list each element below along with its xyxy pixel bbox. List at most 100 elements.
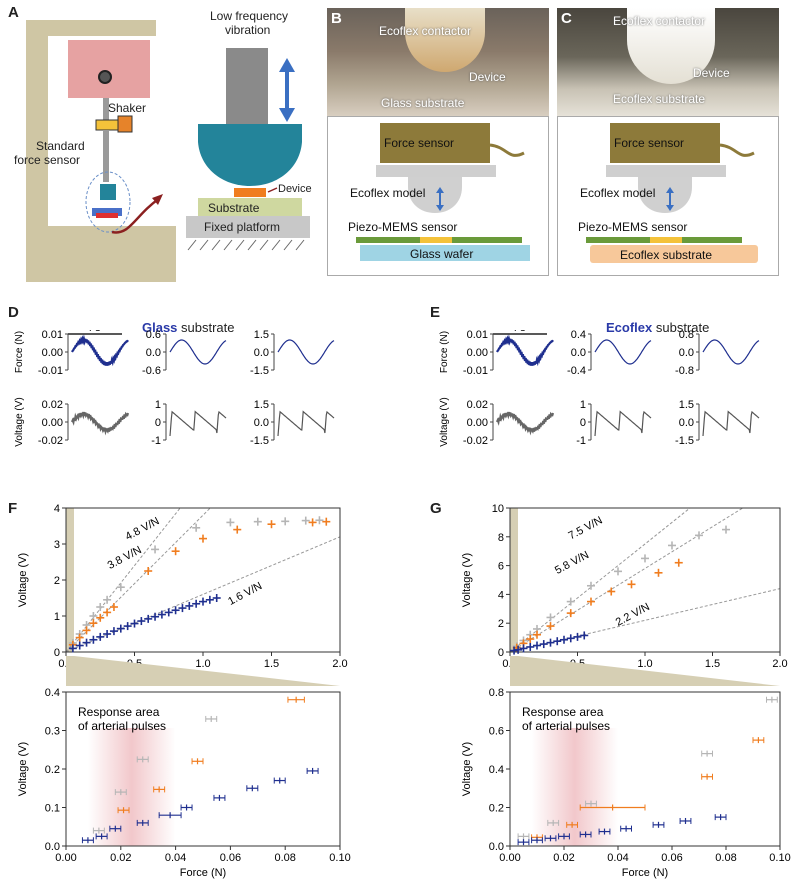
voltage-tick-label: 1.5: [254, 399, 269, 411]
panel-b-svg: Force sensor Ecoflex model Piezo-MEMS se…: [348, 123, 530, 261]
y-tick-label: 2: [54, 575, 60, 587]
sensor-cable: [489, 143, 525, 157]
force-tick-label: -0.01: [463, 365, 488, 377]
voltage-tick-label: -1: [151, 435, 161, 447]
model-arrow-down: [666, 205, 674, 211]
force-sensor-box: [380, 123, 490, 163]
force-sensor-label: Force sensor: [384, 136, 454, 150]
response-area-label: of arterial pulses: [522, 719, 610, 733]
force-waveform: [169, 339, 227, 365]
voltage-waveform: [70, 411, 130, 436]
x-tick-label: 1.0: [637, 658, 652, 670]
zoom-region-strip: [66, 508, 74, 652]
sensor-cable: [719, 143, 755, 157]
platform-label: Fixed platform: [204, 220, 280, 234]
voltage-tick-label: -1: [576, 435, 586, 447]
y-axis-label: Voltage (V): [461, 742, 473, 796]
x-tick-label: 1.0: [195, 658, 210, 670]
zoom-funnel: [66, 656, 340, 686]
x-tick-label: 0.00: [499, 852, 520, 864]
force-axis-label: Force (N): [14, 331, 25, 373]
ecoflex-model: [638, 177, 692, 213]
x-tick-label: 0.08: [715, 852, 736, 864]
shaker-knob: [98, 70, 112, 84]
force-sensor-box: [610, 123, 720, 163]
force-tick-label: 0.01: [467, 330, 488, 341]
force-tick-label: 0.0: [571, 347, 586, 359]
panel-label-a: A: [8, 4, 19, 21]
device-small: [96, 213, 118, 218]
voltage-tick-label: 1: [155, 399, 161, 411]
panel-e-title-rest: substrate: [652, 320, 710, 335]
slope-label: 3.8 V/N: [106, 544, 144, 572]
frame-bottom: [26, 226, 176, 282]
shaker-label: Shaker: [108, 101, 146, 115]
force-tick-label: -1.5: [250, 365, 269, 377]
voltage-waveform: [702, 410, 760, 437]
vibration-label-2: vibration: [225, 23, 270, 37]
slope-line: [65, 507, 181, 653]
slope-line: [65, 507, 211, 653]
force-tick-label: 0.00: [467, 347, 488, 359]
zoom-arrowhead: [152, 194, 163, 205]
vibration-arrow-down: [279, 108, 295, 122]
panel-label-f: F: [8, 500, 18, 517]
panel-b-photo: Ecoflex contactor Device Glass substrate: [327, 8, 549, 116]
substrate-small: [92, 208, 122, 216]
photo-device-label: Device: [469, 70, 506, 84]
piezo-center: [420, 237, 452, 243]
y-tick-label: 1: [54, 611, 60, 623]
panel-label-d: D: [8, 304, 19, 321]
contactor-head: [100, 184, 116, 200]
y-tick-label: 0.4: [489, 764, 504, 776]
chart-panels: 4.8 V/N3.8 V/N1.6 V/N0.00.51.01.52.00123…: [17, 503, 791, 879]
y-tick-label: 0.2: [45, 764, 60, 776]
x-tick-label: 0.10: [329, 852, 350, 864]
x-tick-label: 0.04: [165, 852, 186, 864]
voltage-tick-label: -0.02: [38, 435, 63, 447]
arterial-response-band: [531, 728, 618, 846]
photo-device-label: Device: [693, 66, 730, 80]
substrate-label: Substrate: [208, 201, 260, 215]
x-tick-label: 0.10: [769, 852, 790, 864]
rod-top: [103, 98, 109, 120]
y-tick-label: 4: [498, 589, 504, 601]
force-tick-label: -0.8: [675, 365, 694, 377]
force-waveform: [702, 339, 760, 365]
photo-contactor-label: Ecoflex contactor: [379, 24, 472, 38]
x-tick-label: 0.02: [553, 852, 574, 864]
x-tick-label: 0.00: [55, 852, 76, 864]
y-tick-label: 0: [498, 647, 504, 659]
voltage-tick-label: 0.00: [467, 417, 488, 429]
ecoflex-model: [408, 177, 462, 213]
voltage-waveform: [594, 410, 652, 437]
voltage-tick-label: 0.02: [467, 399, 488, 411]
slope-line: [509, 507, 744, 653]
standard-label-1: Standard: [36, 139, 85, 153]
piezo-sensor-label: Piezo-MEMS sensor: [348, 220, 457, 234]
y-tick-label: 0.0: [45, 841, 60, 853]
x-tick-label: 1.5: [264, 658, 279, 670]
ecoflex-base-label: Ecoflex substrate: [620, 248, 712, 262]
scale-label: 4 s: [511, 330, 526, 334]
photo-dome: [405, 8, 485, 72]
ecoflex-model-label: Ecoflex model: [580, 186, 655, 200]
rod-mid: [103, 130, 109, 182]
vibration-arrow-up: [279, 58, 295, 72]
vibration-rod: [226, 48, 268, 124]
zoom-arrow: [111, 196, 161, 234]
scale-label: 4 s: [86, 330, 101, 334]
model-arrow-up: [666, 187, 674, 193]
panel-c-svg: Force sensor Ecoflex model Piezo-MEMS se…: [578, 123, 758, 263]
model-arrow-down: [436, 205, 444, 211]
slope-line: [509, 507, 691, 653]
force-tick-label: 0.6: [146, 330, 161, 341]
y-tick-label: 4: [54, 503, 60, 515]
voltage-axis-label: Voltage (V): [439, 397, 450, 446]
standard-label-2: force sensor: [14, 153, 80, 167]
frame-top: [26, 20, 156, 36]
panel-e-title-bold: Ecoflex: [606, 320, 653, 335]
y-tick-label: 0.1: [45, 803, 60, 815]
force-waveform: [594, 339, 652, 365]
